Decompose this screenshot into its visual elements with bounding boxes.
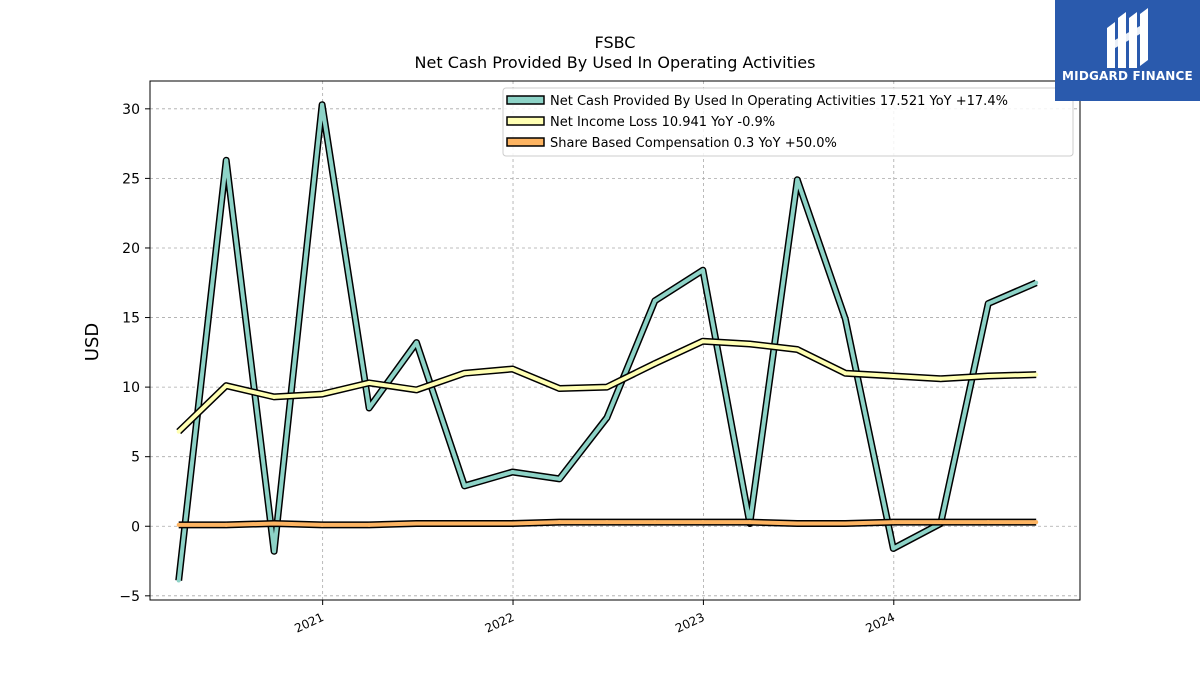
chart-subtitle: Net Cash Provided By Used In Operating A… xyxy=(415,53,816,72)
data-point xyxy=(652,361,657,366)
series-line-net-cash-provided-by-used-in-operating-activities xyxy=(176,102,1037,581)
data-point xyxy=(1034,280,1039,285)
data-point xyxy=(320,522,325,527)
data-point xyxy=(224,158,229,163)
series-outline-net-cash-provided-by-used-in-operating-activities xyxy=(175,101,1038,581)
data-point xyxy=(557,520,562,525)
data-point xyxy=(747,520,752,525)
y-tick-label: 25 xyxy=(122,171,140,187)
data-point xyxy=(843,371,848,376)
x-tick-label: 2021 xyxy=(292,610,326,636)
data-point xyxy=(747,342,752,346)
data-point xyxy=(224,522,229,527)
y-axis: −5 0 5 10 15 20 25 30 xyxy=(119,102,150,605)
midgard-finance-logo: MIDGARD FINANCE xyxy=(1055,0,1200,101)
data-point xyxy=(414,340,419,345)
x-tick-label: 2024 xyxy=(863,610,897,636)
data-point xyxy=(652,520,657,525)
data-point xyxy=(176,429,181,434)
legend-swatch xyxy=(506,137,545,147)
legend-swatch xyxy=(506,116,545,126)
data-point xyxy=(176,522,181,527)
data-point xyxy=(604,415,609,420)
data-point xyxy=(652,298,657,303)
data-point xyxy=(272,549,277,554)
y-axis-label: USD xyxy=(82,323,103,361)
data-point xyxy=(938,520,943,525)
data-point xyxy=(414,521,419,526)
data-point xyxy=(843,521,848,526)
logo-text: MIDGARD FINANCE xyxy=(1062,69,1193,83)
data-point xyxy=(700,268,705,273)
y-tick-label: −5 xyxy=(119,589,140,605)
data-point xyxy=(986,374,991,378)
series-group xyxy=(175,101,1039,583)
data-point xyxy=(557,476,562,481)
data-point xyxy=(367,522,372,527)
y-tick-label: 0 xyxy=(131,519,140,535)
y-tick-label: 30 xyxy=(122,102,140,118)
data-point xyxy=(1034,520,1039,525)
chart-title: FSBC xyxy=(595,33,636,52)
data-point xyxy=(510,470,515,474)
data-point xyxy=(795,177,800,182)
data-point xyxy=(414,387,419,392)
legend-label: Share Based Compensation 0.3 YoY +50.0% xyxy=(550,136,837,151)
data-point xyxy=(557,386,562,391)
legend: Net Cash Provided By Used In Operating A… xyxy=(502,87,1074,157)
data-point xyxy=(795,347,800,352)
data-point xyxy=(1034,372,1039,377)
legend-label: Net Cash Provided By Used In Operating A… xyxy=(550,94,1008,109)
data-point xyxy=(604,520,609,525)
data-point xyxy=(700,339,705,344)
data-point xyxy=(320,392,325,397)
y-tick-label: 20 xyxy=(122,241,140,257)
midgard-logo-icon xyxy=(1107,8,1148,68)
y-tick-label: 15 xyxy=(122,311,140,327)
data-point xyxy=(938,376,943,381)
data-point xyxy=(700,520,705,525)
data-point xyxy=(320,102,325,107)
data-point xyxy=(462,521,467,526)
data-point xyxy=(891,546,896,551)
data-point xyxy=(604,385,609,390)
data-point xyxy=(462,483,467,488)
x-axis: 2021 2022 2023 2024 xyxy=(292,600,897,636)
x-tick-label: 2023 xyxy=(673,610,707,636)
data-point xyxy=(986,520,991,525)
y-tick-label: 10 xyxy=(122,380,140,396)
x-tick-label: 2022 xyxy=(483,610,517,636)
legend-label: Net Income Loss 10.941 YoY -0.9% xyxy=(550,115,775,130)
data-point xyxy=(986,301,991,306)
plot-frame xyxy=(149,80,1081,601)
data-point xyxy=(224,383,229,388)
legend-swatch xyxy=(506,95,545,105)
data-point xyxy=(176,578,181,583)
y-tick-label: 5 xyxy=(131,450,140,466)
data-point xyxy=(462,371,467,376)
data-point xyxy=(510,521,515,526)
data-point xyxy=(795,521,800,526)
data-point xyxy=(272,394,277,399)
data-point xyxy=(367,380,372,385)
data-point xyxy=(272,521,277,526)
data-point xyxy=(891,520,896,525)
legend-box xyxy=(502,87,1074,157)
data-point xyxy=(510,367,515,371)
data-point xyxy=(891,374,896,378)
data-point xyxy=(843,316,848,321)
data-point xyxy=(367,406,372,410)
